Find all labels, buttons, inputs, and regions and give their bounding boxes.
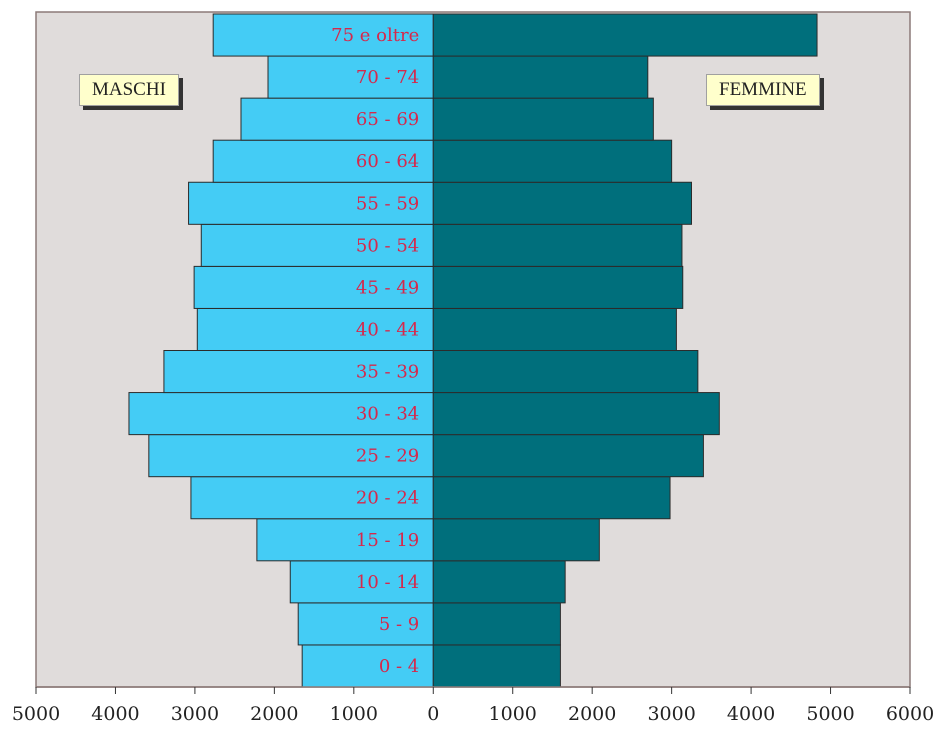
bar-femmine [432,602,561,646]
x-tick-label: 4000 [727,703,775,725]
category-label: 20 - 24 [356,488,419,509]
bar-femmine [432,476,671,520]
bar-maschi [240,97,434,141]
bar-maschi [196,307,434,351]
category-label: 40 - 44 [356,319,419,340]
bar-maschi [289,560,434,604]
x-tick-label: 4000 [91,703,139,725]
bar-femmine [432,97,654,141]
category-label: 75 e oltre [331,25,419,46]
bar-maschi [148,434,434,478]
category-label: 5 - 9 [379,614,419,635]
bar-femmine [432,518,600,562]
legend-femmine: FEMMINE [706,74,820,106]
bar-maschi [256,518,434,562]
category-label: 65 - 69 [356,109,419,130]
x-tick-label: 0 [427,703,439,725]
bar-femmine [432,350,699,394]
category-label: 10 - 14 [356,572,419,593]
category-label: 55 - 59 [356,193,419,214]
category-label: 15 - 19 [356,530,419,551]
category-label: 45 - 49 [356,277,419,298]
x-tick-label: 2000 [568,703,616,725]
category-label: 25 - 29 [356,446,419,467]
bar-femmine [432,434,704,478]
x-tick-label: 6000 [886,703,934,725]
x-tick-label: 3000 [171,703,219,725]
x-tick-label: 3000 [647,703,695,725]
legend-maschi: MASCHI [79,74,179,106]
category-label: 50 - 54 [356,235,419,256]
bar-femmine [432,307,677,351]
bar-femmine [432,560,566,604]
bar-femmine [432,13,818,57]
x-axis: 5000 4000 3000 2000 1000 0 1000 2000 3000 4000 500… [12,686,934,725]
x-tick-label: 2000 [250,703,298,725]
x-tick-label: 5000 [12,703,60,725]
bar-maschi [193,265,434,309]
x-tick-label: 1000 [489,703,537,725]
category-label: 35 - 39 [356,362,419,383]
category-label: 30 - 34 [356,404,419,425]
bar-maschi [190,476,434,520]
bar-femmine [432,392,720,436]
category-labels-layer: 0 - 4 5 - 9 10 - 14 15 - 19 20 - 24 25 - 29 30… [331,25,419,677]
bar-maschi [163,350,434,394]
bar-femmine [432,265,684,309]
x-tick-label: 5000 [806,703,854,725]
bar-maschi [301,644,434,688]
bar-femmine [432,223,683,267]
bar-femmine [432,139,673,183]
category-label: 70 - 74 [356,67,419,88]
bar-femmine [432,55,649,99]
category-label: 60 - 64 [356,151,419,172]
category-label: 0 - 4 [379,656,419,677]
bars-layer [128,13,818,688]
x-tick-label: 1000 [330,703,378,725]
bar-femmine [432,644,561,688]
bar-femmine [432,181,692,225]
bar-maschi [297,602,434,646]
